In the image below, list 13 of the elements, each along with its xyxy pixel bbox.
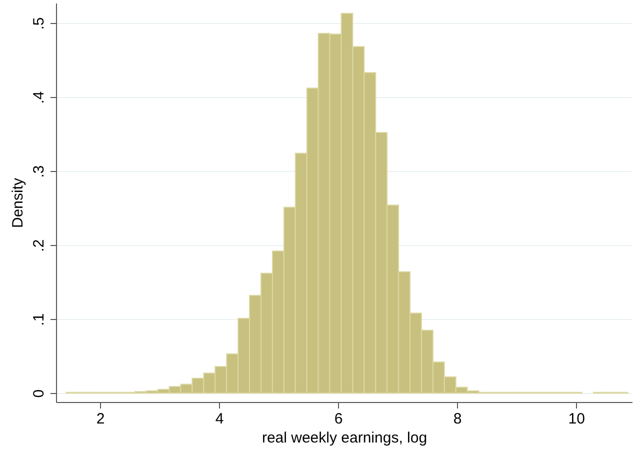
y-tick-label: .3 xyxy=(30,165,48,178)
x-tick-label: 2 xyxy=(96,410,105,428)
y-tick-label: .1 xyxy=(30,313,48,326)
y-tick-label: .5 xyxy=(30,17,48,30)
y-axis-title: Density xyxy=(10,178,26,228)
x-tick-label: 6 xyxy=(334,410,343,428)
x-axis-title: real weekly earnings, log xyxy=(262,430,428,446)
x-tick-label: 4 xyxy=(215,410,224,428)
y-tick-label: .2 xyxy=(30,239,48,252)
x-tick-label: 8 xyxy=(453,410,462,428)
x-tick-label: 10 xyxy=(568,410,585,428)
y-tick-label: 0 xyxy=(30,389,48,398)
y-tick-label: .4 xyxy=(30,91,48,104)
